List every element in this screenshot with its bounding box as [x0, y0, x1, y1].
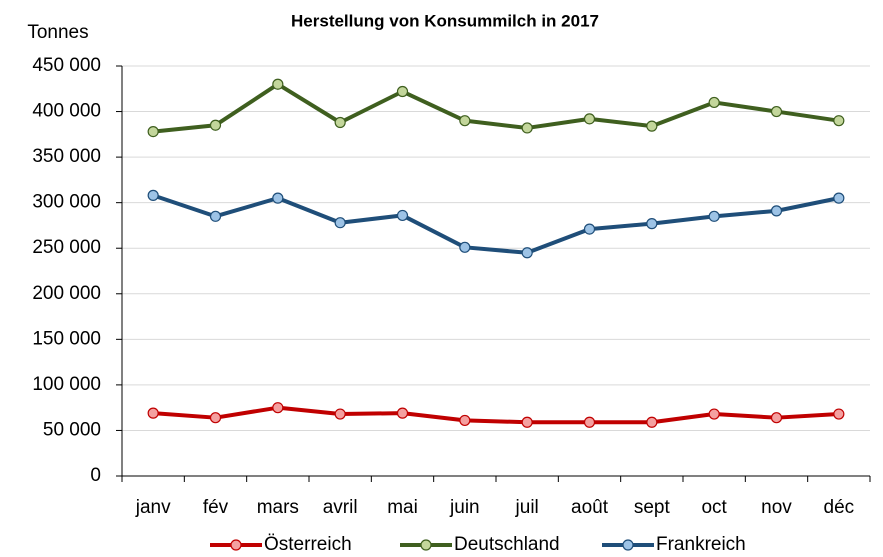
marker — [770, 105, 783, 118]
y-tick-label: 400 000 — [32, 101, 101, 122]
marker — [334, 116, 346, 129]
legend-marker — [230, 539, 242, 551]
x-tick-label: janv — [135, 497, 171, 518]
marker — [334, 408, 346, 420]
y-tick-label: 50 000 — [43, 419, 101, 440]
x-tick-label: août — [571, 497, 609, 518]
marker — [147, 407, 159, 419]
chart-title: Herstellung von Konsummilch in 2017 — [291, 11, 599, 30]
marker — [147, 126, 159, 138]
marker — [459, 115, 471, 127]
marker — [272, 192, 284, 204]
marker — [147, 189, 159, 201]
marker — [209, 210, 222, 222]
marker — [770, 205, 783, 217]
marker — [396, 209, 409, 222]
marker — [396, 85, 409, 98]
marker — [272, 78, 284, 90]
x-tick-label: avril — [323, 497, 358, 518]
marker — [646, 416, 658, 428]
marker — [209, 412, 222, 424]
marker — [708, 210, 720, 222]
marker — [770, 412, 783, 424]
marker — [209, 119, 222, 131]
marker — [833, 408, 845, 420]
legend-label: Österreich — [264, 534, 352, 555]
y-axis-label: Tonnes — [27, 22, 88, 43]
marker — [583, 416, 596, 428]
x-tick-label: nov — [761, 497, 792, 518]
series-line — [152, 193, 840, 255]
x-tick-label: mai — [387, 497, 418, 518]
legend-marker — [420, 539, 432, 551]
marker — [646, 120, 658, 132]
marker — [646, 218, 658, 230]
x-tick-label: juil — [515, 497, 539, 518]
marker — [521, 416, 533, 428]
marker — [334, 217, 346, 229]
x-tick-label: sept — [634, 497, 671, 518]
series-line — [152, 82, 840, 134]
marker — [708, 96, 720, 109]
marker — [583, 113, 596, 125]
series-line — [153, 405, 839, 425]
y-tick-label: 100 000 — [32, 374, 101, 395]
x-tick-label: juin — [449, 497, 480, 518]
marker — [583, 223, 596, 235]
y-tick-label: 200 000 — [32, 283, 101, 304]
y-tick-label: 0 — [90, 465, 101, 486]
marker — [833, 192, 845, 204]
legend-label: Deutschland — [454, 534, 560, 555]
y-tick-label: 150 000 — [32, 328, 101, 349]
marker — [833, 115, 845, 127]
y-tick-label: 250 000 — [32, 237, 101, 258]
marker — [521, 122, 533, 134]
legend-marker — [622, 539, 634, 551]
marker — [272, 402, 284, 414]
marker — [708, 408, 720, 420]
marker — [396, 407, 409, 419]
y-tick-label: 450 000 — [32, 55, 101, 76]
y-tick-label: 300 000 — [32, 192, 101, 213]
x-tick-label: déc — [824, 497, 855, 518]
x-tick-label: mars — [257, 497, 299, 518]
marker — [459, 414, 471, 427]
marker — [521, 247, 533, 259]
x-tick-label: oct — [701, 497, 727, 518]
x-tick-label: fév — [203, 497, 229, 518]
marker — [459, 241, 471, 253]
legend-label: Frankreich — [656, 534, 746, 555]
y-tick-label: 350 000 — [32, 146, 101, 167]
